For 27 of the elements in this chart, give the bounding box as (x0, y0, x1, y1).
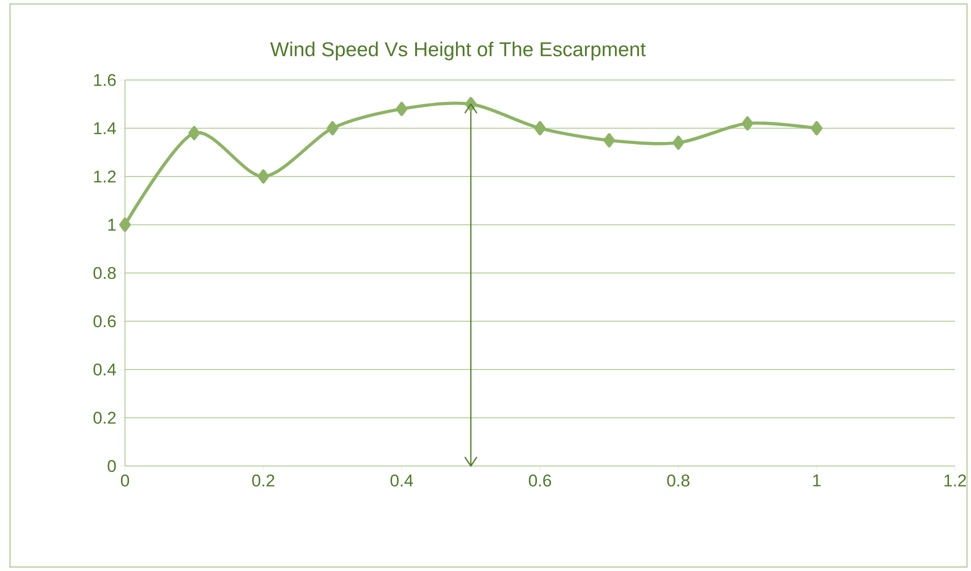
point (119, 218, 131, 232)
x-tick-label: 0 (120, 474, 130, 487)
y-tick-label: 0.8 (94, 266, 116, 280)
y-tick-label: 1.2 (94, 170, 116, 182)
x-tick-label: 0.8 (667, 474, 690, 487)
point (534, 121, 546, 136)
x-tick-label: 0.6 (528, 474, 552, 487)
y-tick-label: 0.4 (94, 363, 116, 376)
point (258, 169, 270, 184)
point (326, 121, 338, 136)
x-tick-label: 1 (813, 474, 821, 486)
chart-title: Wind Speed Vs Height of The Escarpment (270, 42, 646, 60)
x-tick-label: 0.2 (252, 474, 274, 487)
point (188, 126, 200, 140)
point (603, 133, 615, 148)
y-tick-label: 0 (108, 460, 116, 472)
y-tick-label: 1.6 (94, 74, 116, 86)
x-tick-label: 0.4 (390, 474, 413, 487)
point (742, 116, 754, 131)
point (810, 121, 822, 136)
y-tick-label: 1 (108, 218, 116, 231)
y-tick-label: 0.2 (94, 412, 116, 424)
y-tick-label: 1.4 (94, 122, 116, 134)
point (672, 136, 684, 150)
x-tick-label: 1.2 (944, 474, 966, 486)
point (396, 102, 408, 116)
y-tick-label: 0.6 (94, 315, 116, 328)
